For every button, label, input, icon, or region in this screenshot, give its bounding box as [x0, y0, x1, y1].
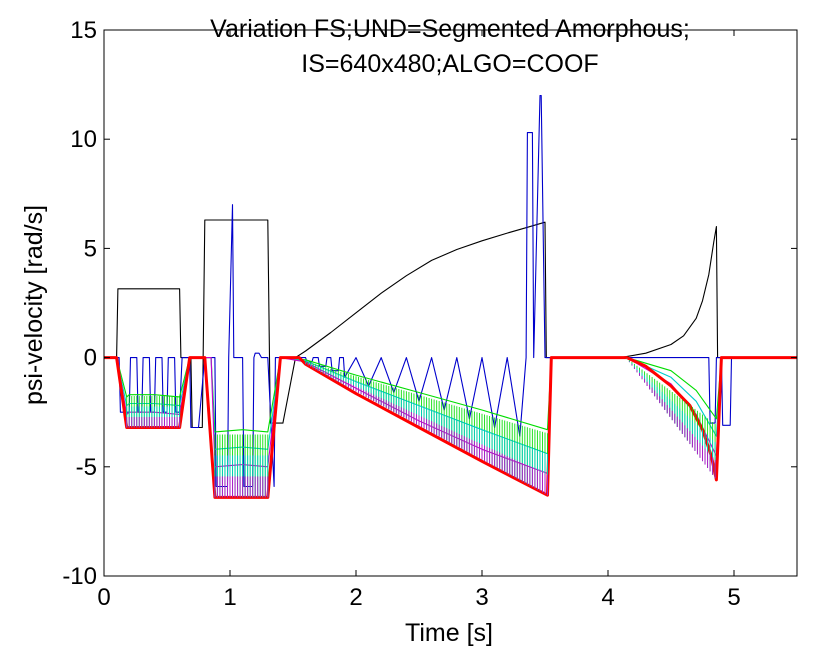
chart-title: Variation FS;UND=Segmented Amorphous; IS…: [210, 15, 690, 78]
y-tick-label: -10: [62, 563, 97, 590]
x-axis-label: Time [s]: [405, 619, 493, 647]
title-line-1: Variation FS;UND=Segmented Amorphous;: [210, 15, 690, 43]
x-tick-label: 0: [97, 584, 110, 611]
segment-lines: [126, 358, 716, 498]
y-axis-ticks: -10 -5 0 5 10 15: [62, 17, 797, 590]
x-tick-label: 4: [601, 584, 614, 611]
x-tick-label: 1: [223, 584, 236, 611]
y-tick-label: 0: [84, 345, 97, 372]
x-tick-label: 3: [475, 584, 488, 611]
y-tick-label: -5: [76, 454, 97, 481]
x-tick-label: 2: [349, 584, 362, 611]
y-tick-label: 5: [84, 235, 97, 262]
y-axis-label: psi-velocity [rad/s]: [20, 205, 48, 405]
y-tick-label: 10: [70, 126, 97, 153]
y-tick-label: 15: [70, 17, 97, 44]
plot-frame: [103, 29, 798, 577]
x-tick-label: 5: [727, 584, 740, 611]
x-axis-ticks: 0 1 2 3 4 5: [97, 30, 741, 611]
title-line-2: IS=640x480;ALGO=COOF: [301, 50, 598, 78]
